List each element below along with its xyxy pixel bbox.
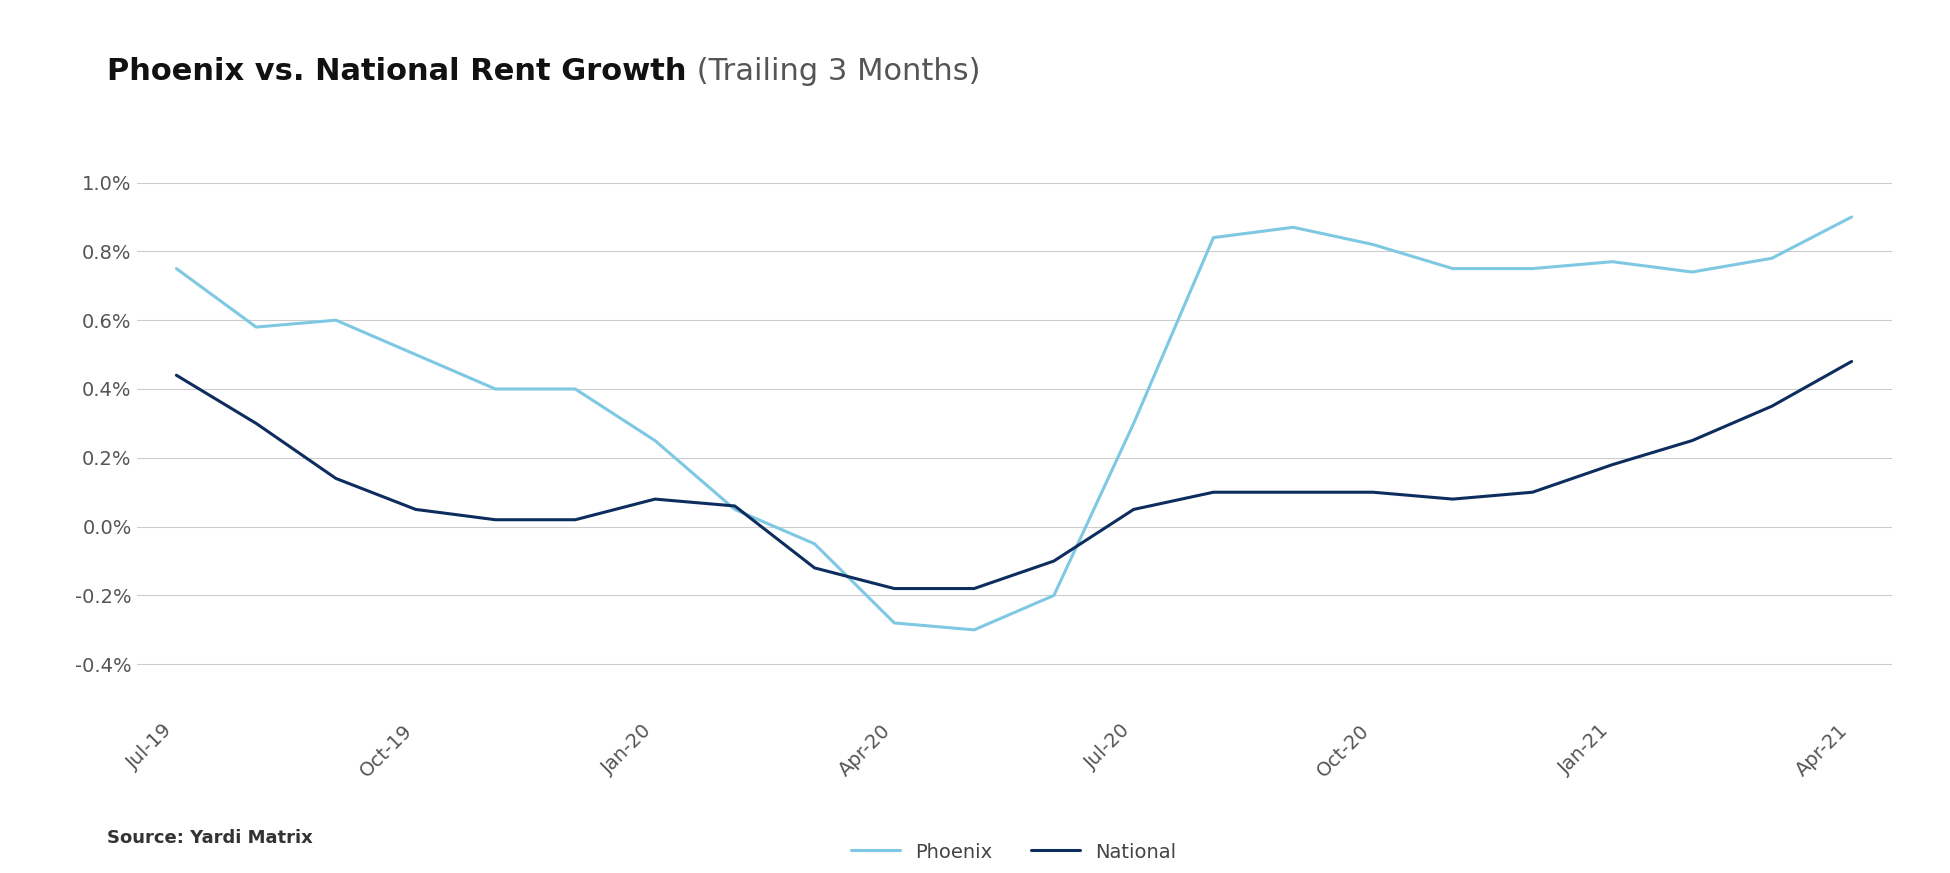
National: [723, 501, 747, 512]
Text: Source: Yardi Matrix: Source: Yardi Matrix: [107, 828, 314, 847]
Phoenix: [1601, 257, 1624, 267]
Phoenix: [723, 505, 747, 515]
Phoenix: [1761, 253, 1784, 264]
Text: Phoenix vs. National Rent Growth: Phoenix vs. National Rent Growth: [107, 57, 686, 86]
National: [1201, 487, 1225, 498]
National: [1841, 356, 1864, 367]
Phoenix: [1521, 264, 1544, 274]
National: [404, 505, 427, 515]
National: [1281, 487, 1305, 498]
National: [1441, 494, 1464, 505]
National: [1521, 487, 1544, 498]
National: [1361, 487, 1384, 498]
Phoenix: [644, 436, 667, 446]
Phoenix: [324, 315, 347, 326]
Phoenix: [1201, 232, 1225, 243]
Phoenix: [883, 618, 907, 629]
National: [1761, 401, 1784, 411]
Phoenix: [1041, 590, 1065, 601]
Phoenix: [1281, 222, 1305, 232]
Legend: Phoenix, National: Phoenix, National: [844, 835, 1184, 870]
National: [484, 514, 507, 525]
Phoenix: [404, 349, 427, 360]
Phoenix: [244, 322, 267, 333]
Phoenix: [564, 384, 587, 395]
National: [244, 418, 267, 429]
National: [644, 494, 667, 505]
Text: (Trailing 3 Months): (Trailing 3 Months): [686, 57, 981, 86]
National: [564, 514, 587, 525]
Phoenix: [1841, 212, 1864, 223]
Phoenix: [963, 624, 987, 635]
National: [883, 583, 907, 594]
Phoenix: [1441, 264, 1464, 274]
National: [164, 370, 187, 381]
Phoenix: [1121, 418, 1145, 429]
National: [1121, 505, 1145, 515]
National: [324, 473, 347, 484]
National: [1041, 556, 1065, 567]
Line: National: National: [176, 361, 1852, 588]
National: [1601, 459, 1624, 470]
Line: Phoenix: Phoenix: [176, 217, 1852, 629]
Phoenix: [803, 539, 827, 549]
Phoenix: [164, 264, 187, 274]
National: [1681, 436, 1704, 446]
National: [963, 583, 987, 594]
National: [803, 563, 827, 574]
Phoenix: [1681, 267, 1704, 278]
Phoenix: [484, 384, 507, 395]
Phoenix: [1361, 239, 1384, 250]
